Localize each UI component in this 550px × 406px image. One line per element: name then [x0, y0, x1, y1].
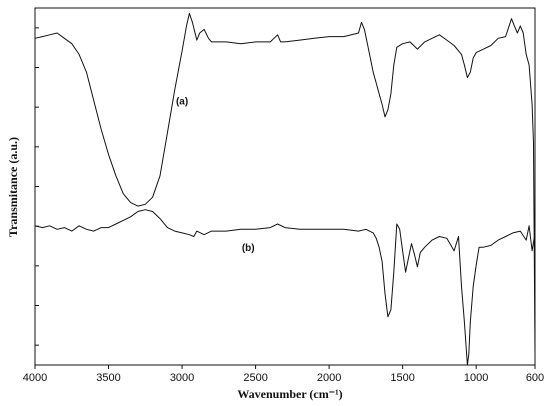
x-tick-label: 3000 [170, 372, 194, 384]
y-axis-ticks [35, 27, 39, 346]
x-tick-label: 4000 [23, 372, 47, 384]
spectrum-line-0 [34, 12, 536, 355]
spectra [34, 12, 536, 366]
annotations: (a) (b) [176, 96, 255, 253]
x-axis-label: Wavenumber (cm⁻¹) [237, 387, 342, 401]
x-tick-label: 1500 [390, 372, 414, 384]
x-tick-label: 2000 [317, 372, 341, 384]
x-tick-label: 3500 [96, 372, 120, 384]
series-annotation: (a) [176, 96, 188, 107]
x-tick-label: 1000 [464, 372, 488, 384]
x-axis-ticks: 4000 3500 3000 2500 2000 1500 1000 600 [23, 365, 544, 384]
plot-frame [34, 7, 536, 366]
series-annotation: (b) [242, 243, 255, 254]
spectrum-line-1 [34, 209, 536, 366]
y-axis-label: Transmitance (a.u.) [6, 137, 20, 237]
x-tick-label: 600 [526, 372, 544, 384]
x-tick-label: 2500 [243, 372, 267, 384]
